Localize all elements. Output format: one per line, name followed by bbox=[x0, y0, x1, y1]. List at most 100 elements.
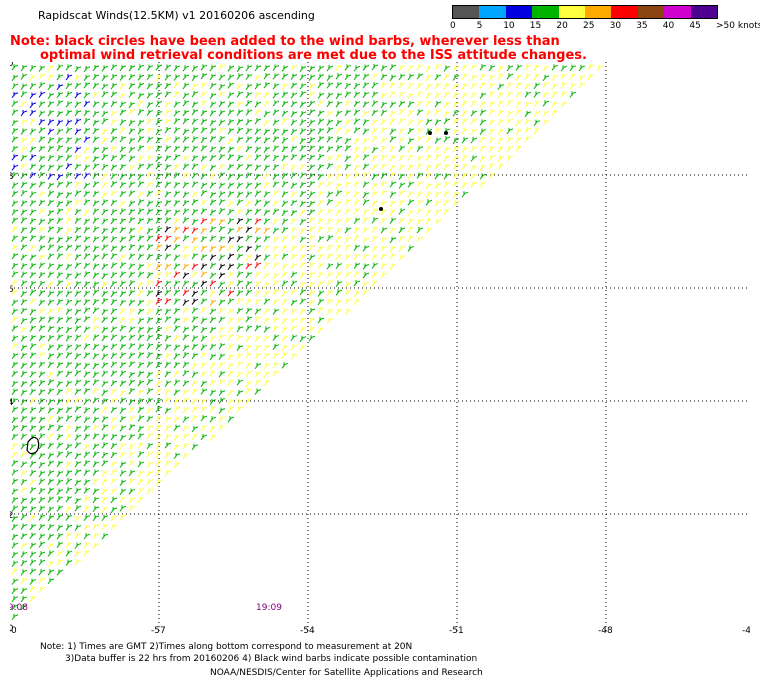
wind-barb bbox=[227, 163, 235, 171]
wind-barb bbox=[11, 299, 19, 306]
wind-barb bbox=[281, 200, 289, 207]
wind-barb bbox=[281, 235, 289, 243]
wind-barb bbox=[65, 244, 73, 251]
wind-barb bbox=[227, 227, 235, 235]
wind-barb bbox=[110, 280, 118, 288]
wind-barb bbox=[281, 163, 289, 170]
wind-barb bbox=[479, 136, 487, 143]
wind-barb bbox=[470, 164, 478, 172]
wind-barb bbox=[551, 109, 559, 116]
wind-barb bbox=[218, 226, 226, 233]
wind-barb bbox=[236, 191, 244, 198]
wind-barb bbox=[398, 227, 406, 234]
wind-barb bbox=[182, 307, 190, 314]
wind-barb bbox=[155, 451, 163, 458]
wind-barb bbox=[74, 65, 82, 73]
wind-barb bbox=[227, 290, 235, 297]
wind-barb bbox=[20, 551, 28, 558]
wind-barb bbox=[506, 127, 514, 135]
wind-barb bbox=[101, 370, 109, 377]
wind-barb bbox=[236, 136, 244, 144]
wind-barb bbox=[128, 352, 136, 359]
wind-barb bbox=[29, 407, 37, 414]
wind-barb bbox=[29, 578, 37, 585]
wind-barb bbox=[533, 91, 541, 98]
wind-barb bbox=[236, 406, 244, 413]
wind-barb bbox=[20, 415, 28, 423]
wind-barb bbox=[11, 83, 19, 90]
wind-barb bbox=[47, 542, 55, 550]
wind-barb bbox=[155, 128, 163, 135]
wind-barb bbox=[65, 127, 73, 134]
wind-barb bbox=[353, 83, 361, 90]
wind-barb bbox=[443, 101, 451, 108]
wind-barb bbox=[110, 217, 118, 225]
wind-barb bbox=[542, 100, 550, 107]
wind-barb bbox=[119, 461, 127, 468]
wind-barb bbox=[92, 272, 100, 279]
wind-barb bbox=[587, 73, 595, 80]
wind-barb bbox=[65, 299, 73, 306]
wind-barb bbox=[128, 451, 136, 458]
wind-barb bbox=[317, 65, 325, 72]
wind-barb bbox=[20, 595, 28, 603]
wind-barb bbox=[326, 127, 334, 134]
wind-barb bbox=[164, 416, 172, 423]
wind-barb bbox=[38, 533, 46, 540]
wind-barb bbox=[137, 334, 145, 341]
wind-barb bbox=[74, 217, 82, 224]
wind-barb bbox=[407, 191, 415, 198]
wind-barb bbox=[137, 163, 145, 170]
wind-barb bbox=[209, 335, 217, 342]
wind-barb bbox=[353, 154, 361, 161]
wind-barb bbox=[65, 101, 73, 108]
wind-barb bbox=[299, 83, 307, 90]
wind-barb bbox=[20, 451, 28, 458]
wind-barb bbox=[209, 398, 217, 406]
wind-barb bbox=[47, 325, 55, 333]
wind-barb bbox=[74, 487, 82, 495]
wind-barb bbox=[83, 443, 91, 451]
wind-barb bbox=[164, 164, 172, 171]
wind-barb bbox=[29, 146, 37, 153]
wind-barb bbox=[11, 353, 19, 360]
wind-barb bbox=[389, 209, 397, 216]
wind-barb bbox=[452, 92, 460, 99]
wind-barb bbox=[38, 208, 46, 215]
wind-barb bbox=[344, 244, 352, 251]
wind-barb bbox=[371, 254, 379, 261]
wind-barb bbox=[38, 73, 46, 80]
wind-barb bbox=[416, 136, 424, 143]
wind-barb bbox=[371, 164, 379, 171]
wind-barb bbox=[38, 199, 46, 207]
wind-barb bbox=[101, 488, 109, 495]
wind-barb bbox=[65, 326, 73, 334]
wind-barb bbox=[488, 163, 496, 170]
wind-barb bbox=[425, 227, 433, 234]
contamination-note-line2: optimal wind retrieval conditions are me… bbox=[40, 48, 587, 63]
wind-barb bbox=[281, 218, 289, 225]
wind-barb bbox=[281, 352, 289, 359]
wind-barb bbox=[290, 136, 298, 143]
wind-barb bbox=[20, 370, 28, 378]
wind-barb bbox=[56, 442, 64, 449]
wind-barb bbox=[128, 65, 136, 72]
wind-barb bbox=[245, 263, 253, 270]
wind-barb bbox=[182, 370, 190, 377]
wind-barb bbox=[155, 370, 163, 378]
wind-barb bbox=[119, 470, 127, 477]
wind-barb bbox=[11, 613, 19, 621]
wind-barb bbox=[389, 164, 397, 172]
wind-barb bbox=[56, 290, 64, 297]
wind-barb bbox=[398, 190, 406, 197]
wind-barb bbox=[452, 191, 460, 199]
wind-barb bbox=[128, 253, 136, 260]
wind-barb bbox=[110, 334, 118, 341]
wind-barb bbox=[173, 370, 181, 377]
wind-barb bbox=[83, 218, 91, 225]
wind-barb bbox=[542, 110, 550, 117]
wind-barb bbox=[425, 83, 433, 91]
wind-barb bbox=[56, 263, 64, 271]
wind-barb bbox=[11, 136, 19, 143]
wind-barb bbox=[272, 236, 280, 243]
